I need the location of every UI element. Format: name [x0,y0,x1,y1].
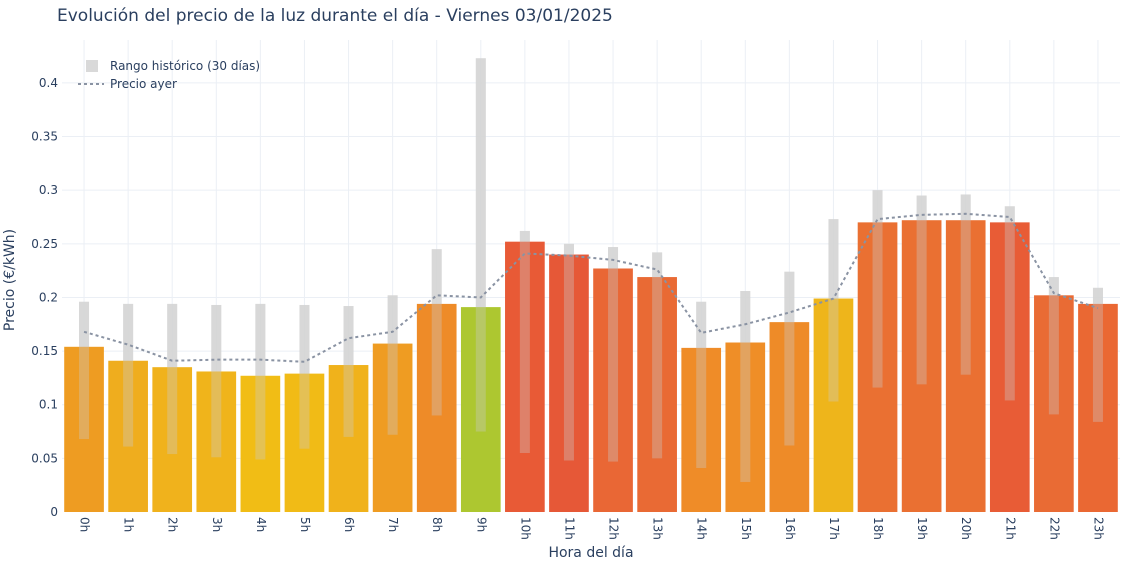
historic-range-overlay [916,195,927,385]
historic-range-overlay [652,252,663,459]
price-bar [328,365,369,512]
chart-title: Evolución del precio de la luz durante e… [57,6,613,26]
x-tick-label: 6h [342,517,356,532]
y-tick-label: 0.05 [31,451,58,465]
x-tick-label: 22h [1047,517,1061,540]
historic-range-overlay [1004,206,1015,401]
historic-range-overlay [79,301,90,440]
price-bar [637,277,677,512]
x-tick-label: 5h [298,517,312,532]
historic-range-overlay [299,304,310,449]
x-tick-label: 13h [651,517,665,540]
x-tick-label: 4h [254,517,268,532]
price-bar [372,343,413,512]
x-tick-label: 12h [607,517,621,540]
x-tick-label: 16h [783,517,797,540]
price-bar [505,241,545,512]
y-tick-label: 0.25 [31,237,58,251]
x-tick-label: 17h [827,517,841,540]
legend-yesterday-label: Precio ayer [110,77,177,91]
historic-range-overlay [828,219,839,402]
y-tick-label: 0.2 [39,290,58,304]
historic-range-overlay [696,301,707,469]
historic-range-overlay [475,58,486,432]
historic-range-overlay [960,194,971,375]
historic-range-overlay [255,303,266,460]
y-tick-label: 0.15 [31,344,58,358]
historic-range-overlay [1092,287,1103,422]
historic-range-overlay [872,190,883,388]
price-bar [945,220,986,512]
price-bar [152,367,193,512]
historic-range-overlay [123,303,134,447]
yesterday-price-line [83,212,1099,363]
price-bar [284,373,325,512]
legend-range-swatch [86,60,98,72]
y-axis-title: Precio (€/kWh) [2,229,18,331]
x-tick-label: 7h [386,517,400,532]
x-tick-label: 0h [78,517,92,532]
historic-range-overlay [211,304,222,458]
price-bars-layer [64,220,1118,512]
historic-range-overlay [431,249,442,416]
y-tick-label: 0 [50,505,58,519]
price-bar [989,222,1030,512]
historic-range-overlay [740,291,751,482]
x-tick-label: 8h [430,517,444,532]
x-tick-label: 1h [122,517,136,532]
x-tick-label: 3h [210,517,224,532]
historic-range-overlay [167,303,178,455]
yesterday-line-layer [83,212,1099,363]
historic-range-overlay [519,230,530,453]
y-tick-label: 0.1 [39,398,58,412]
x-tick-label: 23h [1091,517,1105,540]
historic-range-overlay-layer [79,58,1103,482]
x-tick-label: 20h [959,517,973,540]
historic-range-overlay [343,306,354,437]
y-tick-label: 0.35 [31,130,58,144]
legend-range-label: Rango histórico (30 días) [110,59,260,73]
x-tick-label: 2h [166,517,180,532]
x-tick-label: 19h [915,517,929,540]
historic-range-overlay [784,271,795,446]
price-bar [549,254,589,512]
price-bar [769,322,810,512]
x-tick-label: 21h [1003,517,1017,540]
historic-range-overlay [1048,277,1059,415]
price-bar [196,371,237,512]
legend: Rango histórico (30 días) Precio ayer [78,59,260,91]
price-bar [108,360,148,512]
axis-layer: 0 0.05 0.1 0.15 0.2 0.25 0.3 0.35 0.4 0h 1h 2h 3h 4h 5… [31,76,1105,540]
price-bar [64,346,104,512]
price-bar [681,347,722,512]
price-bar [857,222,898,512]
historic-range-overlay [563,243,574,461]
price-bar [725,342,766,512]
x-tick-label: 11h [562,517,576,540]
x-axis-title: Hora del día [548,545,633,561]
price-bar [240,375,281,512]
price-bar [1034,295,1074,512]
x-tick-label: 14h [695,517,709,540]
x-tick-label: 10h [518,517,532,540]
historic-range-bar [475,58,486,432]
price-bar [813,298,854,512]
historic-range-overlay [387,295,398,435]
price-bar [901,220,942,512]
x-tick-label: 9h [474,517,488,532]
historic-range-overlay [608,247,619,462]
y-tick-label: 0.3 [39,183,58,197]
price-bar [416,303,457,512]
x-tick-label: 18h [871,517,885,540]
price-bar [593,268,633,512]
price-bar [1078,303,1118,512]
y-tick-label: 0.4 [39,76,58,90]
x-tick-label: 15h [739,517,753,540]
price-bar [460,307,501,512]
